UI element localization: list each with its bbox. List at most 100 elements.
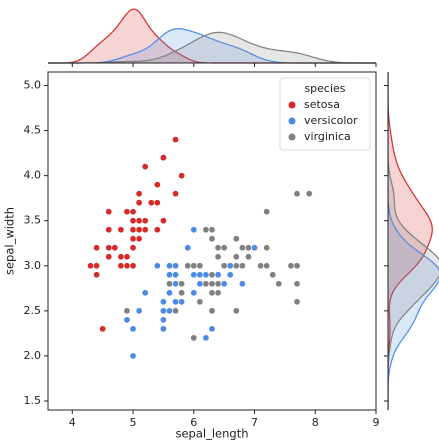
point <box>251 244 258 252</box>
kde-area <box>388 72 439 410</box>
point <box>160 316 167 324</box>
kde-area <box>388 72 433 410</box>
point <box>129 217 137 225</box>
legend-box <box>279 77 371 151</box>
y-tick-label: 2.5 <box>24 304 42 317</box>
point <box>275 280 283 288</box>
point <box>135 199 143 207</box>
point <box>226 262 234 270</box>
point <box>111 244 119 252</box>
point <box>190 226 198 234</box>
point <box>135 235 143 243</box>
point <box>153 262 161 270</box>
point <box>129 226 137 234</box>
y-axis-label: sepal_width <box>3 207 17 275</box>
point <box>105 244 113 252</box>
point <box>257 262 264 270</box>
point <box>178 298 185 306</box>
point <box>202 334 210 342</box>
point <box>208 289 216 297</box>
point <box>160 217 167 225</box>
kde-curve <box>388 72 433 410</box>
y-tick-label: 4.5 <box>24 124 42 137</box>
point <box>196 271 204 279</box>
point <box>214 280 222 288</box>
point <box>160 307 167 315</box>
point <box>105 253 113 261</box>
right-kde <box>388 72 433 410</box>
point <box>232 253 240 261</box>
legend-marker <box>288 133 296 141</box>
point <box>117 253 125 261</box>
point <box>129 325 137 333</box>
point <box>123 316 131 324</box>
point <box>190 289 198 297</box>
point <box>123 208 131 216</box>
point <box>160 325 167 333</box>
kde-curve <box>388 72 439 410</box>
point <box>220 244 228 252</box>
point <box>214 289 222 297</box>
point <box>196 298 204 306</box>
legend-label: setosa <box>304 98 340 111</box>
point <box>202 271 210 279</box>
point <box>135 307 143 315</box>
point <box>123 307 131 315</box>
point <box>87 262 94 270</box>
kde-curve <box>48 31 376 64</box>
point <box>196 280 204 288</box>
x-axis-label: sepal_length <box>175 427 248 441</box>
point <box>202 226 210 234</box>
y-tick-label: 1.5 <box>24 394 42 407</box>
point <box>105 208 113 216</box>
point <box>166 280 173 288</box>
point <box>105 226 113 234</box>
point <box>141 289 149 297</box>
point <box>129 262 137 270</box>
point <box>293 280 301 288</box>
point <box>129 208 137 216</box>
point <box>245 253 252 261</box>
point <box>172 280 179 288</box>
y-tick-label: 2.0 <box>24 349 42 362</box>
point <box>190 262 198 270</box>
point <box>208 235 216 243</box>
point <box>269 271 277 279</box>
point <box>117 262 125 270</box>
y-tick-label: 3.0 <box>24 259 42 272</box>
point <box>172 271 179 279</box>
point <box>208 325 216 333</box>
point <box>232 307 240 315</box>
legend-label: versicolor <box>304 114 358 127</box>
point <box>135 190 143 198</box>
point <box>172 298 179 306</box>
point <box>160 154 167 161</box>
point <box>172 190 179 198</box>
x-tick-label: 7 <box>251 416 258 429</box>
point <box>190 271 198 279</box>
legend-marker <box>288 117 296 125</box>
point <box>184 244 192 252</box>
point <box>166 271 173 279</box>
point <box>178 172 185 180</box>
point <box>141 217 149 225</box>
point <box>129 352 137 360</box>
point <box>293 190 301 198</box>
point <box>239 244 246 252</box>
point <box>305 190 313 198</box>
x-tick-label: 6 <box>190 416 197 429</box>
x-tick-label: 4 <box>69 416 76 429</box>
legend-title: species <box>304 82 345 95</box>
point <box>293 262 301 270</box>
point <box>287 262 295 270</box>
y-tick-label: 3.5 <box>24 214 42 227</box>
point <box>99 325 107 333</box>
x-tick-label: 9 <box>373 416 380 429</box>
point <box>117 226 125 234</box>
point <box>263 262 271 270</box>
point <box>214 253 222 261</box>
x-tick-label: 5 <box>130 416 137 429</box>
point <box>208 307 216 315</box>
point <box>93 271 100 279</box>
